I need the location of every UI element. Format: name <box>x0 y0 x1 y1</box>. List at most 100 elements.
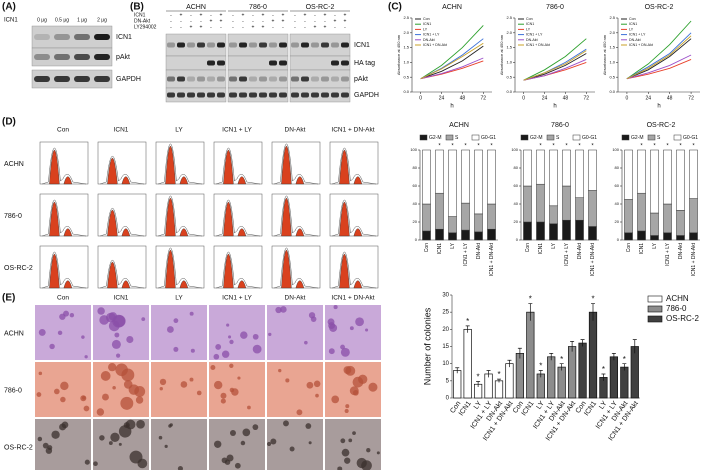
legend-label: ICN1 + LY <box>629 33 646 37</box>
bar-segment <box>624 199 633 234</box>
legend-swatch <box>471 134 480 141</box>
blot-band <box>249 92 257 98</box>
colony <box>112 386 116 390</box>
legend-label: G2-M <box>631 135 644 141</box>
colony <box>118 442 122 446</box>
blot-band <box>197 76 205 82</box>
colony <box>313 380 321 388</box>
colony-image <box>151 419 207 470</box>
blot-band <box>331 42 339 48</box>
y-axis-label: Number of colonies <box>422 307 432 385</box>
column-label: DN-Akt <box>285 127 306 134</box>
g1-peak <box>107 158 118 185</box>
panel-label: (E) <box>2 293 15 304</box>
y-tick-label: 0 <box>617 237 620 242</box>
condition-sign: + <box>324 12 327 18</box>
colony <box>283 420 289 427</box>
blot-band <box>259 92 267 98</box>
colony <box>158 435 163 440</box>
condition-sign: + <box>272 18 275 24</box>
lane-label: 0.5 μg <box>55 17 69 23</box>
y-tick-label: 0 <box>446 396 450 402</box>
colony <box>331 395 340 404</box>
blot-band <box>269 60 277 66</box>
error-bar <box>601 373 606 381</box>
condition-sign: - <box>314 12 316 18</box>
blot-band <box>217 92 225 98</box>
bar-segment <box>676 149 685 211</box>
bar-segment <box>676 235 685 241</box>
bar-segment <box>461 229 470 241</box>
condition-sign: - <box>232 12 234 18</box>
bar-segment <box>624 149 633 200</box>
blot-band <box>279 92 287 98</box>
condition-sign: - <box>180 18 182 24</box>
histogram-outline <box>99 156 145 185</box>
g2-peak <box>295 176 305 185</box>
histogram-outline <box>41 199 87 237</box>
blot-band <box>197 92 205 98</box>
colony <box>177 466 183 470</box>
x-tick-label: ICN1 + LY <box>564 242 570 265</box>
row-label: ICN1 <box>116 34 132 41</box>
blot-band <box>94 54 110 60</box>
y-tick-label: 0 <box>415 237 418 242</box>
colony-image <box>267 362 323 417</box>
series-line <box>420 57 484 80</box>
series-line <box>626 35 692 80</box>
blot-band <box>321 92 329 98</box>
x-tick-label: ICN1 + DN-Akt <box>590 242 596 276</box>
column-label: ICN1 <box>114 127 129 134</box>
blot-band <box>279 76 287 82</box>
bar-segment <box>588 226 597 241</box>
blot-band <box>94 34 110 40</box>
bar <box>453 370 462 399</box>
condition-sign: + <box>200 12 203 18</box>
blot-band <box>187 42 195 48</box>
condition-sign: - <box>210 12 212 18</box>
x-tick-label: 0 <box>626 95 629 101</box>
colony <box>125 419 136 430</box>
g2-peak <box>353 228 363 237</box>
colony <box>59 313 66 320</box>
bar-segment <box>536 149 545 185</box>
condition-sign: + <box>262 24 265 30</box>
bar <box>536 373 545 399</box>
y-tick-label: 60 <box>514 183 519 188</box>
x-tick-label: 72 <box>688 95 694 101</box>
treatment-label: ICN1 <box>4 18 18 24</box>
bar-segment <box>637 149 646 194</box>
blot-band <box>311 92 319 98</box>
row-label: OS-RC-2 <box>4 444 33 451</box>
colony <box>315 393 319 398</box>
y-tick-label: 2.5 <box>609 15 615 20</box>
bar <box>526 311 535 399</box>
bar-segment <box>650 212 659 236</box>
colony <box>340 347 350 357</box>
condition-sign: - <box>294 12 296 18</box>
colony <box>213 380 223 390</box>
g2-peak <box>295 228 305 237</box>
legend-label: LY <box>423 27 428 31</box>
legend-swatch <box>647 134 656 141</box>
bar-segment <box>549 223 558 241</box>
condition-sign: - <box>242 18 244 24</box>
colony <box>296 409 303 416</box>
significance-mark: * <box>529 295 532 304</box>
significance-mark: * <box>490 144 493 150</box>
x-tick-label: DN-Akt <box>678 242 684 259</box>
legend-label: ICN1 + LY <box>423 33 440 37</box>
histogram-outline <box>273 247 319 289</box>
blot-strip <box>31 47 113 67</box>
legend-label: G0-G1 <box>582 135 597 141</box>
blot-band <box>217 60 225 66</box>
y-tick-label: 40 <box>514 201 519 206</box>
bar-segment <box>461 149 470 204</box>
series-line <box>523 53 587 81</box>
bar <box>515 353 524 399</box>
colony <box>340 438 346 444</box>
x-axis-label: h <box>450 104 453 110</box>
colony <box>120 396 134 410</box>
g2-peak <box>63 176 73 185</box>
colony <box>267 441 272 447</box>
